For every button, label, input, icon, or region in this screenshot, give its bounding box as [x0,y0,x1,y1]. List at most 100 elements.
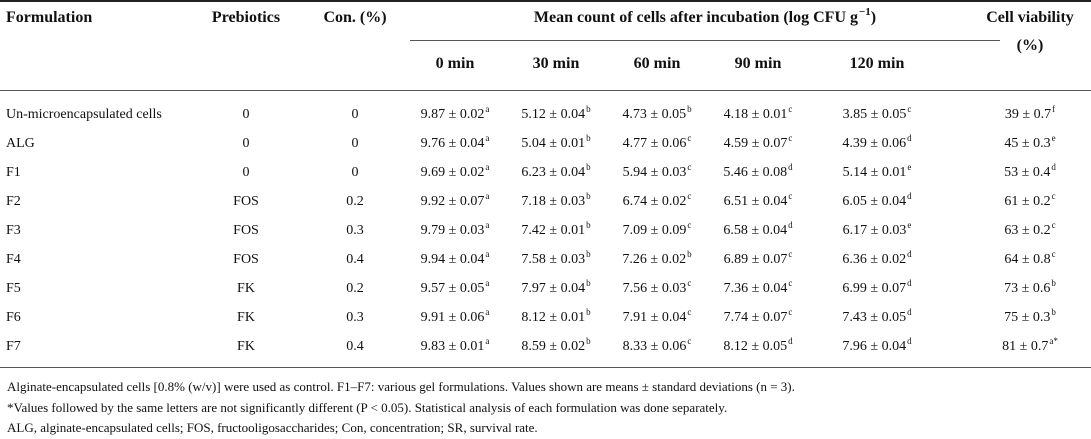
significance-letter: d [788,162,793,172]
cell-con: 0.2 [346,194,364,209]
cell-count: 7.36 ± 0.04c [723,278,793,296]
cell-count: 6.05 ± 0.04d [842,191,912,209]
cell-prebiotics: FOS [233,223,259,238]
significance-letter: c [788,133,793,143]
cell-formulation: Un-microencapsulated cells [6,107,162,122]
cell-count: 9.69 ± 0.02a [420,162,490,180]
cell-formulation: F6 [6,310,21,325]
cell-count: 8.12 ± 0.05d [723,336,793,354]
cell-count: 9.87 ± 0.02a [420,104,490,122]
significance-letter: d [907,307,912,317]
significance-letter: c [687,278,692,288]
cell-con: 0.4 [346,252,364,267]
cell-count: 4.59 ± 0.07c [723,133,793,151]
significance-letter: b [586,307,591,317]
cell-count: 9.79 ± 0.03a [420,220,490,238]
cell-count: 9.76 ± 0.04a [420,133,490,151]
cell-count: 9.57 ± 0.05a [420,278,490,296]
header-time-0: 0 min [435,55,475,72]
header-formulation: Formulation [6,9,93,26]
header-time-30: 30 min [532,55,580,72]
significance-letter: b [586,191,591,201]
cell-count: 6.36 ± 0.02d [842,249,912,267]
significance-letter: d [1051,162,1056,172]
cell-count: 8.33 ± 0.06c [622,336,692,354]
significance-letter: a [485,336,490,346]
cell-count: 7.97 ± 0.04b [521,278,591,296]
significance-letter: c [687,307,692,317]
significance-letter: f [1052,104,1056,114]
cell-formulation: F7 [6,339,21,354]
significance-letter: e [1051,133,1056,143]
significance-letter: b [586,278,591,288]
significance-letter: c [687,133,692,143]
cell-viability: 75 ± 0.3b [1004,307,1056,325]
significance-letter: c [907,104,912,114]
header-time-60: 60 min [633,55,681,72]
significance-letter: c [788,278,793,288]
cell-prebiotics: 0 [242,107,250,122]
significance-letter: a [485,133,490,143]
cell-count: 5.14 ± 0.01e [842,162,912,180]
header-time-120: 120 min [849,55,905,72]
significance-letter: b [586,336,591,346]
significance-letter: d [788,220,793,230]
header-prebiotics: Prebiotics [211,9,281,26]
significance-letter: c [1051,249,1056,259]
significance-letter: b [1051,278,1056,288]
mid-header-rule [410,40,1000,41]
significance-letter: d [907,336,912,346]
significance-letter: c [788,104,793,114]
cell-count: 7.58 ± 0.03b [521,249,591,267]
cell-con: 0 [351,136,359,151]
cell-viability: 45 ± 0.3e [1004,133,1056,151]
cell-count: 7.96 ± 0.04d [842,336,912,354]
header-time-90: 90 min [734,55,782,72]
cell-prebiotics: FK [237,281,255,296]
cell-count: 4.39 ± 0.06d [842,133,912,151]
cell-formulation: F4 [6,252,21,267]
significance-letter: c [687,191,692,201]
cell-formulation: F5 [6,281,21,296]
significance-letter: d [907,249,912,259]
cell-count: 8.12 ± 0.01b [521,307,591,325]
cell-count: 6.17 ± 0.03e [842,220,912,238]
cell-viability: 53 ± 0.4d [1004,162,1056,180]
cell-count: 7.56 ± 0.03c [622,278,692,296]
cell-con: 0.2 [346,281,364,296]
cell-count: 5.94 ± 0.03c [622,162,692,180]
cell-count: 6.23 ± 0.04b [521,162,591,180]
footnote-control: Alginate-encapsulated cells [0.8% (w/v)]… [7,379,795,394]
cell-count: 7.74 ± 0.07c [723,307,793,325]
significance-letter: c [1051,220,1056,230]
cell-prebiotics: FOS [233,252,259,267]
cell-viability: 39 ± 0.7f [1004,104,1056,122]
cell-count: 6.58 ± 0.04d [723,220,793,238]
cell-count: 5.46 ± 0.08d [723,162,793,180]
significance-letter: b [687,104,692,114]
cell-prebiotics: FK [237,339,255,354]
cell-con: 0 [351,107,359,122]
cell-con: 0 [351,165,359,180]
cell-count: 7.18 ± 0.03b [521,191,591,209]
header-viability-line1: Cell viability [986,9,1074,26]
cell-count: 4.18 ± 0.01c [723,104,793,122]
header-mean-count: Mean count of cells after incubation (lo… [533,6,877,26]
cell-formulation: ALG [6,136,35,151]
cell-formulation: F3 [6,223,21,238]
cell-prebiotics: 0 [242,165,250,180]
footnote-significance: *Values followed by the same letters are… [7,400,728,415]
significance-letter: c [788,307,793,317]
cell-prebiotics: 0 [242,136,250,151]
cell-count: 7.26 ± 0.02b [622,249,692,267]
cell-count: 6.51 ± 0.04c [723,191,793,209]
cell-count: 6.74 ± 0.02c [622,191,692,209]
cell-count: 7.09 ± 0.09c [622,220,692,238]
cell-count: 4.77 ± 0.06c [622,133,692,151]
significance-letter: c [788,191,793,201]
cell-viability: 73 ± 0.6b [1004,278,1056,296]
significance-letter: d [907,133,912,143]
significance-letter: b [1051,307,1056,317]
cell-count: 8.59 ± 0.02b [521,336,591,354]
significance-letter: c [687,220,692,230]
